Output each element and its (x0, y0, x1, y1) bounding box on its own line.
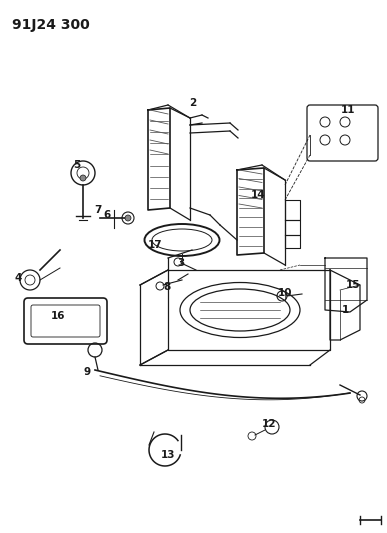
Text: 12: 12 (262, 419, 276, 429)
Text: 6: 6 (103, 210, 111, 220)
Text: 2: 2 (189, 98, 197, 108)
Text: 3: 3 (177, 258, 185, 268)
Text: 4: 4 (14, 273, 22, 283)
Text: 10: 10 (278, 288, 292, 298)
Text: 1: 1 (341, 305, 349, 315)
Text: 15: 15 (346, 280, 360, 290)
Text: 5: 5 (74, 160, 80, 170)
Text: 13: 13 (161, 450, 175, 460)
Circle shape (125, 215, 131, 221)
Text: 17: 17 (148, 240, 162, 250)
Text: 16: 16 (51, 311, 65, 321)
Text: 7: 7 (94, 205, 102, 215)
Text: 9: 9 (84, 367, 91, 377)
Text: 14: 14 (251, 190, 265, 200)
Text: 8: 8 (163, 282, 171, 292)
Text: 11: 11 (341, 105, 355, 115)
Text: 91J24 300: 91J24 300 (12, 18, 90, 32)
Circle shape (80, 175, 86, 181)
